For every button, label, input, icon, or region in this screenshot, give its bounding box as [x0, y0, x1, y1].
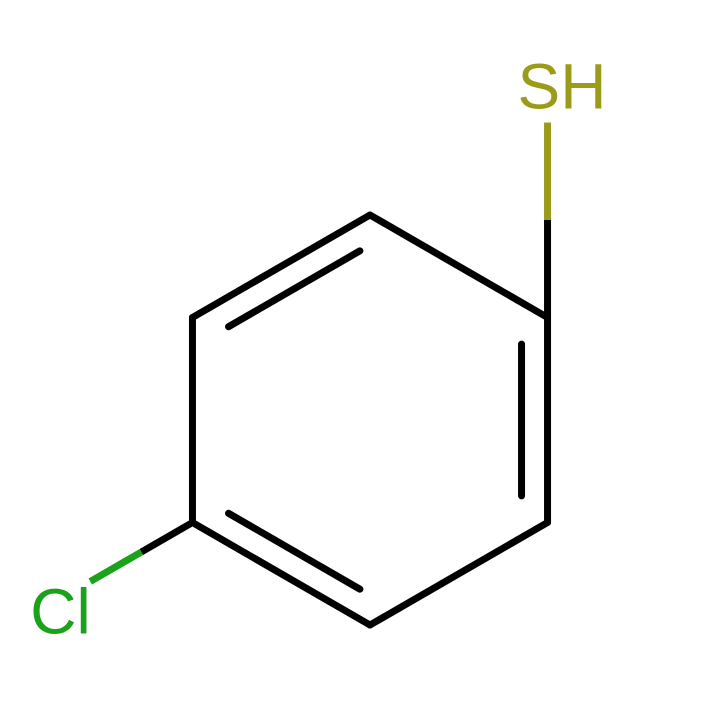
- bond-group: [90, 123, 547, 626]
- atom-label-cl: Cl: [30, 576, 90, 648]
- atom-label-sh: SH: [518, 51, 607, 123]
- molecule-diagram: SH Cl: [0, 0, 703, 704]
